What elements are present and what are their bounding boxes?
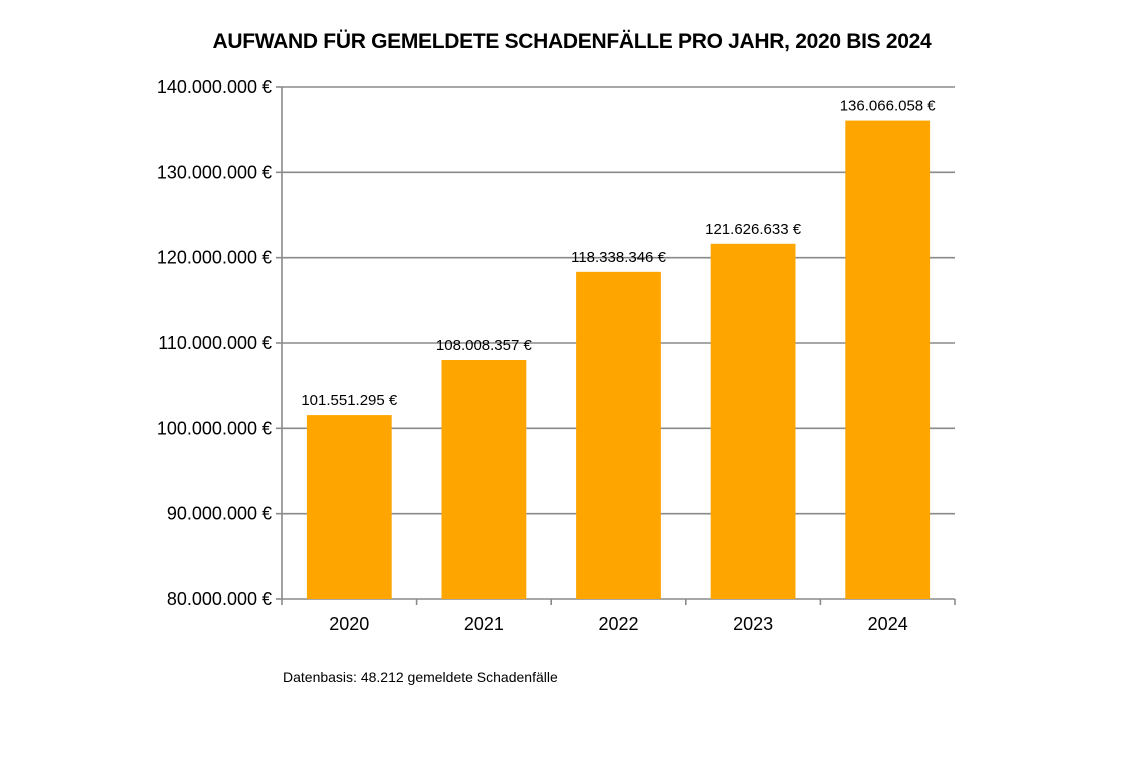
bar bbox=[576, 271, 661, 599]
bars bbox=[306, 120, 931, 599]
x-tick-label: 2024 bbox=[868, 614, 908, 634]
bar bbox=[710, 243, 796, 599]
y-tick-label: 130.000.000 € bbox=[157, 162, 272, 182]
bar bbox=[441, 359, 527, 599]
y-tick-label: 120.000.000 € bbox=[157, 248, 272, 268]
data-label: 121.626.633 € bbox=[705, 221, 802, 238]
data-labels: 101.551.295 € 108.008.357 € 118.338.346 € 1… bbox=[301, 98, 936, 410]
x-tick-label: 2020 bbox=[329, 614, 369, 634]
y-tick-label: 140.000.000 € bbox=[157, 77, 272, 97]
x-tick-label: 2022 bbox=[598, 614, 638, 634]
data-label: 108.008.357 € bbox=[436, 337, 533, 354]
footnote: Datenbasis: 48.212 gemeldete Schadenfäll… bbox=[283, 669, 558, 685]
data-label: 101.551.295 € bbox=[301, 392, 398, 409]
data-label: 136.066.058 € bbox=[840, 98, 937, 115]
axes bbox=[276, 86, 956, 605]
y-tick-label: 90.000.000 € bbox=[167, 504, 272, 524]
x-tick-label: 2023 bbox=[733, 614, 773, 634]
tick-labels: 80.000.000 € 90.000.000 € 100.000.000 € 110… bbox=[157, 77, 908, 634]
bar bbox=[845, 120, 931, 599]
y-tick-label: 100.000.000 € bbox=[157, 418, 272, 438]
y-tick-label: 80.000.000 € bbox=[167, 589, 272, 609]
x-tick-label: 2021 bbox=[464, 614, 504, 634]
bar bbox=[306, 415, 392, 599]
chart-title: AUFWAND FÜR GEMELDETE SCHADENFÄLLE PRO J… bbox=[213, 30, 933, 53]
y-tick-label: 110.000.000 € bbox=[158, 333, 272, 353]
data-label: 118.338.346 € bbox=[571, 249, 666, 266]
